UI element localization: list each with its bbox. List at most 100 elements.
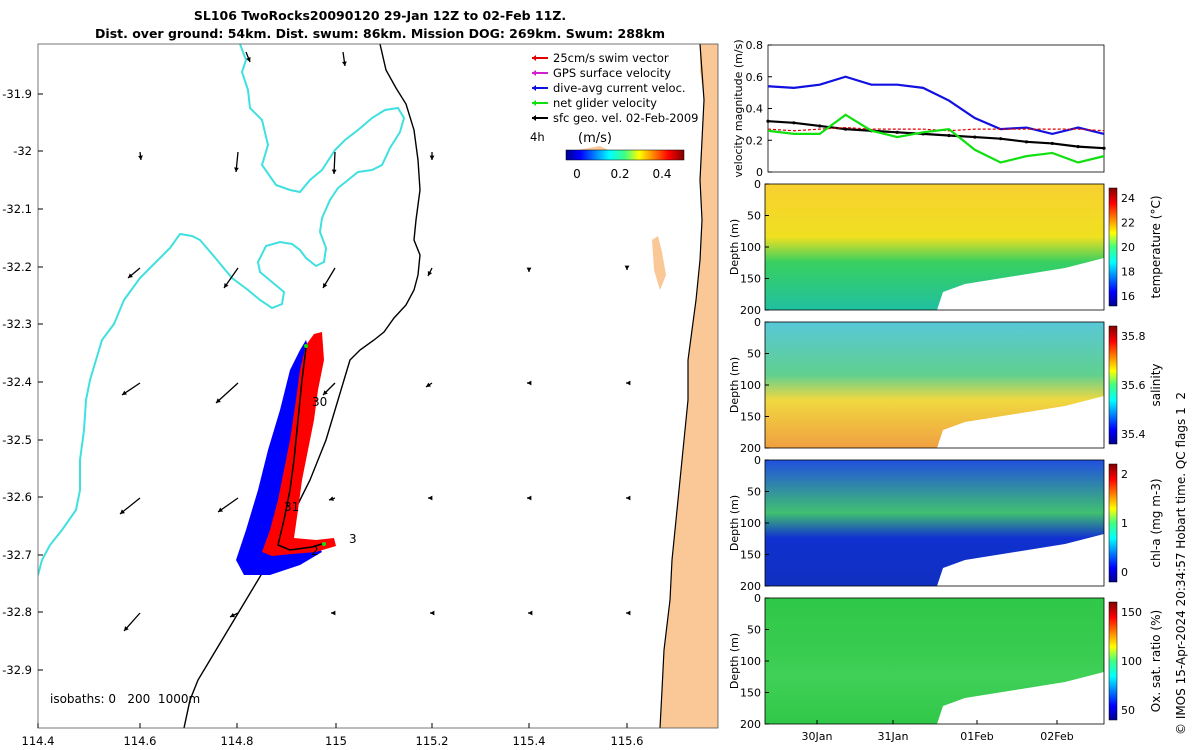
colorbar-tick: 0.4 <box>652 167 671 181</box>
current-arrowhead <box>138 155 143 160</box>
colorbar-tick-label: 100 <box>1121 655 1142 668</box>
section-panel: 0 50 100 150 200 Depth (m) 50 100 150 Ox. sat. ra… <box>728 592 1163 743</box>
colorbar-tick: 0 <box>573 167 581 181</box>
section-colorbar <box>1108 601 1118 721</box>
map-ytick-label: -32.4 <box>2 375 32 389</box>
map-xtick-label: 114.6 <box>124 734 157 748</box>
map-ytick-label: -32.2 <box>2 260 32 274</box>
section-ylabel: Depth (m) <box>728 357 741 413</box>
legend-arrowhead <box>532 85 536 91</box>
isobath-200 <box>38 44 406 576</box>
vel-ytick-label: 0.8 <box>746 39 764 52</box>
map-xtick-label: 115.6 <box>611 734 644 748</box>
map-frame <box>37 43 719 729</box>
credit-text: © IMOS 15-Apr-2024 20:34:57 Hobart time.… <box>1174 392 1188 735</box>
current-arrows <box>119 51 631 632</box>
land <box>660 44 718 728</box>
current-arrowhead <box>323 283 328 288</box>
velocity-axes <box>767 44 1105 173</box>
current-arrowhead <box>331 169 337 174</box>
section-ylabel: Depth (m) <box>728 633 741 689</box>
current-arrowhead <box>528 610 533 616</box>
vel-point <box>792 121 796 125</box>
section-ytick-label: 50 <box>747 210 761 223</box>
bathymetry-mask <box>937 396 1104 448</box>
section-xtick-label: 01Feb <box>960 730 993 743</box>
current-arrowhead <box>342 61 347 66</box>
vel-ylabel: velocity magnitude (m/s) <box>732 39 745 177</box>
map-ytick-label: -31.9 <box>2 87 32 101</box>
current-arrowhead <box>626 610 631 616</box>
current-arrowhead <box>224 283 229 288</box>
current-arrowhead <box>128 273 133 278</box>
section-ylabel: Depth (m) <box>728 495 741 551</box>
colorbar-tick-label: 50 <box>1121 704 1135 717</box>
map-xtick-label: 115.2 <box>416 734 449 748</box>
track-label: 30 <box>312 395 327 409</box>
current-arrowhead <box>246 57 251 62</box>
glider-track <box>277 347 323 551</box>
map-panel: 30 31 2 3 isobaths: 0 200 1000m 114.4 114… <box>2 43 719 748</box>
section-xtick-label: 31Jan <box>878 730 909 743</box>
track-end-marker <box>322 542 326 546</box>
vel-point <box>843 127 848 131</box>
chart-title-line1: SL106 TwoRocks20090120 29-Jan 12Z to 02-… <box>193 8 567 23</box>
map-ytick-label: -32.9 <box>2 663 32 677</box>
vel-point <box>1050 141 1054 146</box>
map-xtick-label: 115.4 <box>513 734 546 748</box>
section-ytick-label: 150 <box>740 411 761 424</box>
current-arrowhead <box>329 496 334 501</box>
map-xtick-label: 114.8 <box>221 734 254 748</box>
colorbar-tick-label: 16 <box>1121 290 1135 303</box>
map-ytick-label: -32.5 <box>2 433 32 447</box>
legend-entry: 25cm/s swim vector <box>553 51 669 65</box>
section-ytick-label: 100 <box>740 241 761 254</box>
colorbar-tick-label: 2 <box>1121 468 1128 481</box>
current-arrowhead <box>428 495 433 501</box>
track-label: 31 <box>284 500 299 514</box>
current-arrowhead <box>331 610 336 616</box>
section-ytick-label: 0 <box>754 178 761 191</box>
colorbar-tick: 0.2 <box>610 167 629 181</box>
bathymetry-mask <box>937 672 1104 724</box>
colorbar-tick-label: 0 <box>1121 566 1128 579</box>
coastline <box>659 44 705 728</box>
map-ytick-label: -32.6 <box>2 490 32 504</box>
section-ytick-label: 100 <box>740 655 761 668</box>
section-ytick-label: 150 <box>740 273 761 286</box>
section-ytick-label: 100 <box>740 517 761 530</box>
colorbar-tick-label: 150 <box>1121 606 1142 619</box>
legend-arrowhead <box>532 55 536 61</box>
colorbar-tick-label: 1 <box>1121 517 1128 530</box>
bathymetry-mask <box>937 258 1104 310</box>
legend-entry: dive-avg current veloc. <box>553 81 686 95</box>
current-arrowhead <box>430 610 435 616</box>
vel-series-line <box>767 113 1105 164</box>
section-colorbar <box>1108 187 1118 307</box>
section-xtick-label: 02Feb <box>1040 730 1073 743</box>
current-arrowhead <box>429 155 435 160</box>
map-ytick-label: -32.3 <box>2 317 32 331</box>
colorbar-tick-label: 35.4 <box>1121 428 1146 441</box>
current-arrowhead <box>526 267 532 272</box>
current-arrowhead <box>120 509 125 514</box>
current-arrowhead <box>426 382 431 387</box>
vel-point <box>1076 145 1080 149</box>
vel-ytick-label: 0.2 <box>746 134 764 147</box>
vel-point <box>999 137 1003 141</box>
vel-series-line <box>767 120 1105 150</box>
speed-colorbar <box>565 149 685 161</box>
current-arrowhead <box>122 390 127 395</box>
vel-series-line <box>767 75 1105 136</box>
map-xtick-label: 114.4 <box>22 734 55 748</box>
vel-point <box>766 119 770 123</box>
map-xtick-label: 115 <box>325 734 347 748</box>
colorbar-tick-label: 22 <box>1121 217 1135 230</box>
track-label: 3 <box>349 532 357 546</box>
legend-entry: net glider velocity <box>553 96 657 110</box>
section-ytick-label: 200 <box>740 442 761 455</box>
vel-ytick-label: 0.4 <box>746 103 764 116</box>
